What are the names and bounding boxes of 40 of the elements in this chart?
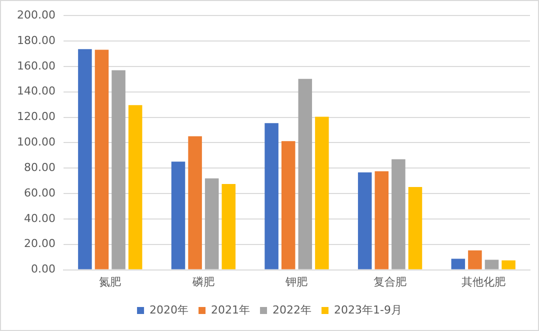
y-tick-label: 160.00 [16,59,56,72]
y-tick-label: 120.00 [16,110,56,124]
bar [188,136,202,270]
legend-label: 2022年 [272,303,312,316]
x-tick-label: 磷肥 [191,275,214,288]
y-tick-label: 40.00 [24,212,56,225]
bar [171,162,186,270]
bar [392,159,406,270]
bar [451,258,466,270]
bar [484,260,499,270]
y-tick-label: 60.00 [24,186,56,200]
bar [281,141,296,270]
legend-label: 2020年 [150,303,189,316]
bar [502,260,516,270]
y-tick-label: 20.00 [24,237,56,250]
bar [468,250,482,270]
bar [204,178,219,270]
y-tick-label: 200.00 [16,8,56,22]
bar [358,172,372,270]
bar [78,49,92,270]
bar [94,50,109,270]
x-tick-label: 氮肥 [99,275,122,288]
y-tick-label: 80.00 [24,160,56,174]
x-tick-label: 其他化肥 [461,275,506,288]
bar [408,187,422,270]
x-tick-label: 复合肥 [374,275,407,288]
legend-label: 2021年 [211,303,250,316]
y-tick-label: 0.00 [30,262,56,276]
legend-label: 2023年1-9月 [334,303,402,316]
bar [222,184,236,270]
bar [264,123,278,270]
bar [128,105,142,270]
x-tick-label: 钾肥 [284,275,308,288]
bar [298,78,312,270]
y-tick-label: 180.00 [16,34,56,47]
y-tick-label: 100.00 [16,136,56,149]
y-tick-label: 140.00 [16,84,56,98]
bar [374,171,389,270]
bar [315,116,329,270]
bar [112,70,126,270]
